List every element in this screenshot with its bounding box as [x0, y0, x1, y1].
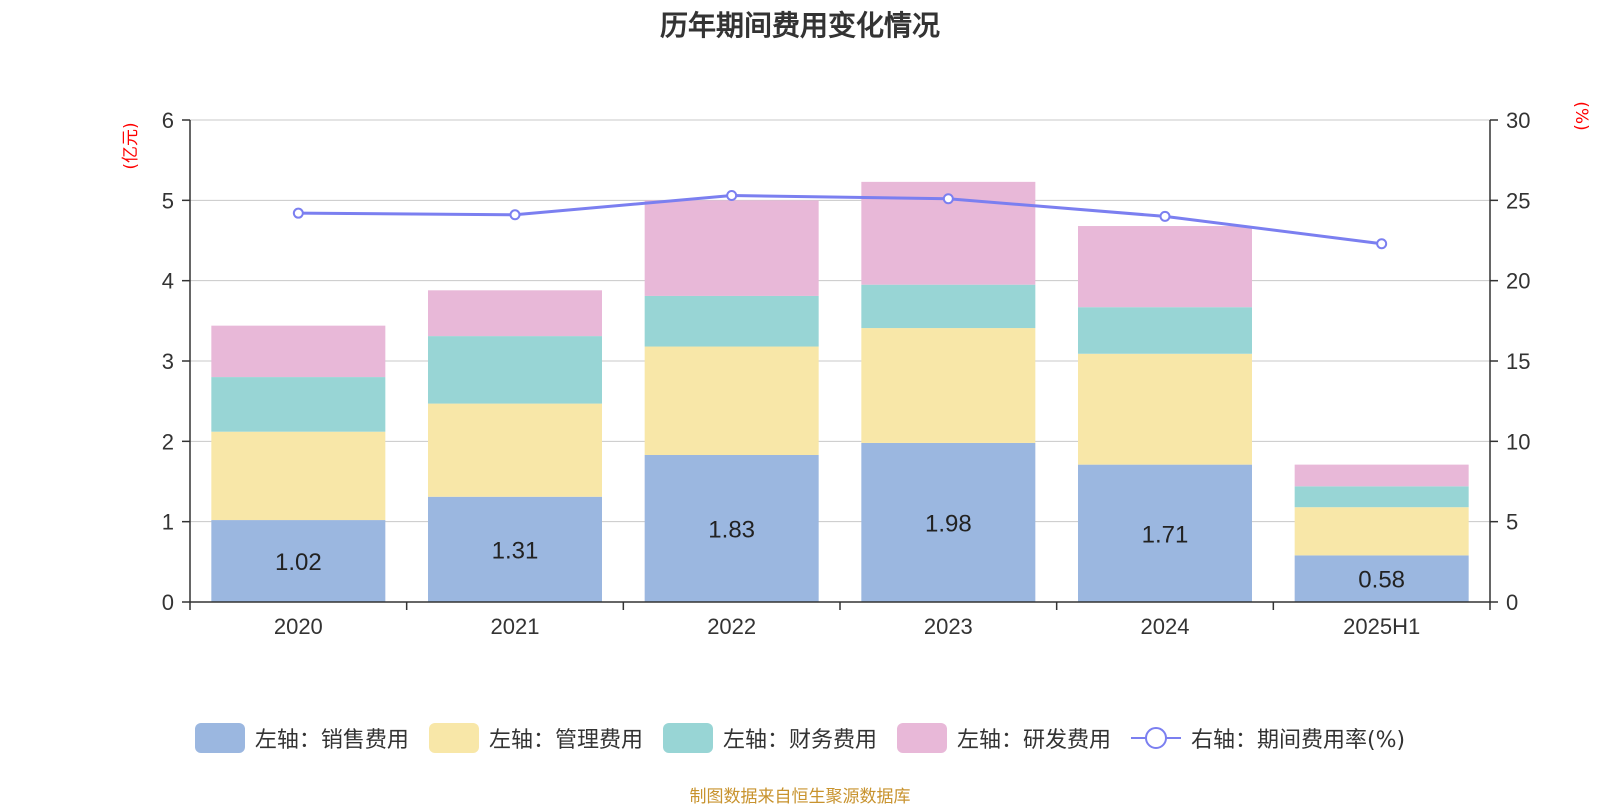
- left-axis-tick-label: 0: [162, 590, 174, 615]
- rate-point: [1159, 210, 1171, 222]
- bar-1-2025H1: [1294, 555, 1469, 602]
- bar-2-2023: [861, 328, 1036, 443]
- legend-swatch: [428, 723, 479, 753]
- x-axis-tick-label: 2022: [707, 614, 756, 639]
- legend-swatch: [662, 723, 713, 753]
- legend-item-1[interactable]: 左轴：销售费用: [194, 722, 409, 754]
- right-axis-tick-label: 5: [1506, 510, 1518, 535]
- bar-data-label: 1.31: [492, 537, 539, 564]
- bar-2-2021: [428, 403, 602, 497]
- bar-1-2023: [861, 442, 1036, 602]
- legend: 左轴：销售费用 左轴：管理费用 左轴：财务费用 左轴：研发费用 右轴：期间费用率(%): [0, 722, 1600, 754]
- bar-1-2024: [1078, 464, 1252, 602]
- bar-4-2020: [211, 325, 386, 378]
- x-axis-tick-label: 2023: [924, 614, 973, 639]
- data-source-note: 制图数据来自恒生聚源数据库: [689, 787, 911, 807]
- bar-3-2024: [1078, 307, 1252, 354]
- legend-swatch: [896, 723, 947, 753]
- legend-swatch: [194, 723, 245, 753]
- rate-point: [292, 207, 304, 219]
- rate-point: [726, 190, 738, 202]
- right-axis-tick-label: 25: [1506, 188, 1530, 213]
- left-axis-tick-label: 2: [162, 429, 174, 454]
- bar-1-2022: [644, 454, 819, 602]
- legend-line-marker-icon: [1130, 723, 1181, 753]
- x-axis-tick-label: 2020: [274, 614, 323, 639]
- legend-label: 左轴：财务费用: [722, 728, 877, 753]
- bar-data-label: 1.71: [1142, 521, 1189, 548]
- left-axis-tick-label: 1: [162, 510, 174, 535]
- bar-2-2022: [644, 346, 819, 455]
- right-axis-tick-label: 10: [1506, 429, 1530, 454]
- left-axis-unit: (亿元): [121, 122, 141, 169]
- bar-data-label: 1.98: [925, 510, 972, 537]
- bar-1-2020: [211, 520, 386, 602]
- right-axis-unit: (%): [1571, 101, 1591, 130]
- rate-point: [1376, 238, 1388, 250]
- bar-2-2020: [211, 431, 386, 521]
- bar-4-2022: [644, 200, 819, 296]
- rate-line: [298, 194, 1382, 246]
- bar-3-2023: [861, 284, 1036, 329]
- bar-data-label: 0.58: [1358, 567, 1405, 594]
- bar-3-2021: [428, 336, 602, 404]
- x-axis-tick-label: 2021: [491, 614, 540, 639]
- left-axis-tick-label: 6: [162, 108, 174, 133]
- legend-item-4[interactable]: 左轴：研发费用: [896, 722, 1111, 754]
- legend-label: 右轴：期间费用率(%): [1190, 728, 1406, 753]
- legend-item-5[interactable]: 右轴：期间费用率(%): [1130, 722, 1406, 754]
- right-axis-tick-label: 20: [1506, 269, 1530, 294]
- bar-2-2025H1: [1294, 507, 1469, 556]
- bar-2-2024: [1078, 353, 1252, 465]
- legend-label: 左轴：研发费用: [956, 728, 1111, 753]
- bar-4-2024: [1078, 226, 1252, 308]
- x-axis-tick-label: 2025H1: [1343, 614, 1420, 639]
- legend-item-3[interactable]: 左轴：财务费用: [662, 722, 877, 754]
- rate-point: [509, 209, 521, 221]
- right-axis-tick-label: 0: [1506, 590, 1518, 615]
- right-axis-tick-label: 30: [1506, 108, 1530, 133]
- x-axis-tick-label: 2024: [1141, 614, 1190, 639]
- bar-4-2025H1: [1294, 464, 1469, 487]
- left-axis-tick-label: 5: [162, 188, 174, 213]
- bar-4-2021: [428, 290, 602, 337]
- rate-point: [942, 193, 954, 205]
- legend-label: 左轴：销售费用: [254, 728, 409, 753]
- right-axis-tick-label: 15: [1506, 349, 1530, 374]
- chart-title: 历年期间费用变化情况: [659, 9, 940, 42]
- bar-3-2020: [211, 377, 386, 432]
- bar-3-2025H1: [1294, 486, 1469, 508]
- legend-item-2[interactable]: 左轴：管理费用: [428, 722, 643, 754]
- bar-3-2022: [644, 295, 819, 347]
- left-axis-tick-label: 4: [162, 269, 174, 294]
- bar-data-label: 1.02: [275, 549, 322, 576]
- bar-data-label: 1.83: [708, 516, 755, 543]
- bar-1-2021: [428, 496, 602, 602]
- left-axis-tick-label: 3: [162, 349, 174, 374]
- chart-plot: 0 1 2 3 4 5 6 0 5 10 15 20 25 30 (亿元) (%) 1.02 2020 1.31 20…: [121, 101, 1591, 639]
- legend-label: 左轴：管理费用: [488, 728, 643, 753]
